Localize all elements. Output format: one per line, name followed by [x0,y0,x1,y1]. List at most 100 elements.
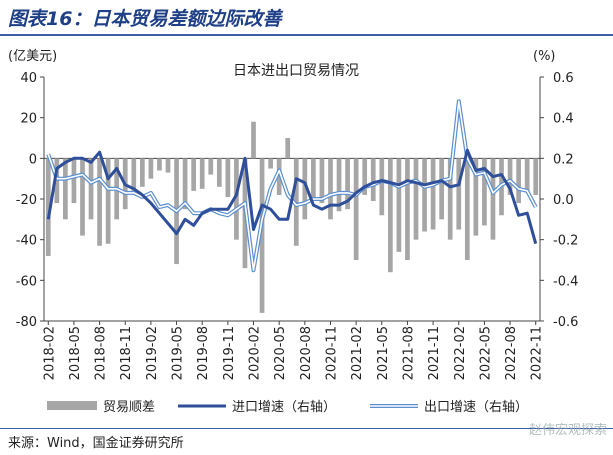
footer-divider [0,428,613,429]
trade-balance-bar [199,158,205,189]
trade-balance-bar [131,158,137,195]
left-tick-label: 20 [20,112,37,127]
right-tick-label: -0.2 [553,234,578,249]
trade-balance-bar [139,158,145,187]
trade-balance-bar [405,158,410,260]
trade-balance-bar [490,158,496,240]
trade-balance-bar [362,158,368,195]
trade-balance-bar [422,158,427,232]
left-axis-unit: (亿美元) [8,49,57,64]
trade-balance-bar [63,158,68,220]
trade-balance-bar [456,158,462,230]
export-growth-line-inner [47,100,537,272]
x-tick-label: 2018-08 [94,326,109,380]
left-tick-label: -60 [16,274,37,289]
right-tick-label: -0.6 [553,315,578,330]
figure-title: 图表16：日本贸易差额边际改善 [8,8,282,30]
trade-balance-bar [276,158,282,195]
trade-balance-bar [379,158,385,216]
right-tick-label: 0.2 [553,152,574,167]
trade-balance-bar [524,158,530,191]
trade-balance-bar [507,158,513,195]
right-tick-label: 0.0 [553,193,574,208]
trade-balance-bar [353,158,359,260]
x-tick-label: 2019-02 [145,326,160,380]
left-tick-label: 40 [20,71,37,86]
x-tick-label: 2020-02 [248,326,263,380]
trade-balance-bar [88,158,94,220]
trade-balance-bar [345,158,350,210]
trade-balance-bar [473,158,479,236]
left-tick-label: -20 [16,193,37,208]
import-growth-line [46,148,538,245]
trade-balance-bar [268,158,273,169]
source-note: 来源：Wind，国金证券研究所 [8,436,184,451]
trade-balance-bar [148,158,154,179]
left-tick-label: -40 [16,234,37,249]
left-tick-label: -80 [16,315,37,330]
trade-balance-bar [165,158,171,173]
trade-balance-bar [396,158,402,252]
trade-balance-bar [97,158,102,246]
trade-balance-bar [533,158,539,195]
right-tick-label: 0.4 [553,112,574,127]
trade-balance-bar [251,121,256,159]
trade-balance-bar [439,158,445,220]
right-tick-label: 0.6 [553,71,574,86]
x-tick-label: 2018-11 [119,326,134,380]
legend-import-label: 进口增速（右轴） [232,400,336,415]
x-tick-label: 2019-11 [222,326,237,380]
trade-balance-bar [234,158,239,240]
trade-balance-bar [80,158,85,236]
x-tick-label: 2018-02 [42,326,57,380]
trade-balance-bar [370,158,376,202]
x-tick-label: 2021-02 [350,326,365,380]
legend-bar-swatch [47,401,97,410]
x-tick-label: 2020-11 [324,326,339,380]
legend-export-label: 出口增速（右轴） [424,400,528,415]
trade-balance-bar [208,158,214,175]
watermark: 赵伟宏观探索 [528,423,607,438]
trade-balance-bar [105,158,111,244]
trade-balance-bar [447,158,453,240]
trade-balance-bar [259,158,265,313]
x-tick-label: 2022-02 [453,326,468,380]
chart-title: 日本进出口贸易情况 [233,63,359,79]
x-tick-label: 2020-05 [273,326,288,380]
trade-balance-bar [319,158,325,204]
x-tick-label: 2021-05 [376,326,391,380]
trade-balance-bar [225,158,231,197]
x-tick-label: 2020-08 [299,326,314,380]
trade-balance-bar [182,158,188,210]
trade-balance-bar [430,158,436,230]
trade-balance-bar [45,158,51,256]
x-tick-label: 2022-08 [504,326,519,380]
trade-balance-bar [191,158,197,191]
trade-balance-bar [328,158,333,220]
trade-balance-bar [302,158,308,220]
trade-balance-bar [516,158,521,204]
trade-balance-bar [387,158,393,273]
trade-balance-bar [157,158,162,171]
legend-bar-label: 贸易顺差 [103,400,155,415]
trade-balance-bar [216,158,222,187]
x-tick-label: 2022-05 [478,326,493,380]
x-tick-label: 2022-11 [530,326,545,380]
x-tick-label: 2018-05 [68,326,83,380]
x-tick-label: 2019-05 [171,326,186,380]
left-tick-label: 0 [29,152,37,167]
right-axis-unit: (%) [533,49,556,64]
trade-balance-bar [285,138,291,159]
trade-balance-bar [311,158,316,199]
x-tick-label: 2021-11 [427,326,442,380]
title-divider [0,34,613,36]
trade-balance-bar [413,158,419,240]
trade-balance-bar [71,158,77,204]
trade-balance-bar [482,158,487,226]
x-tick-label: 2019-08 [196,326,211,380]
right-tick-label: -0.4 [553,274,578,289]
trade-balance-bar [464,158,470,260]
trade-balance-bar [336,158,342,212]
x-tick-label: 2021-08 [401,326,416,380]
